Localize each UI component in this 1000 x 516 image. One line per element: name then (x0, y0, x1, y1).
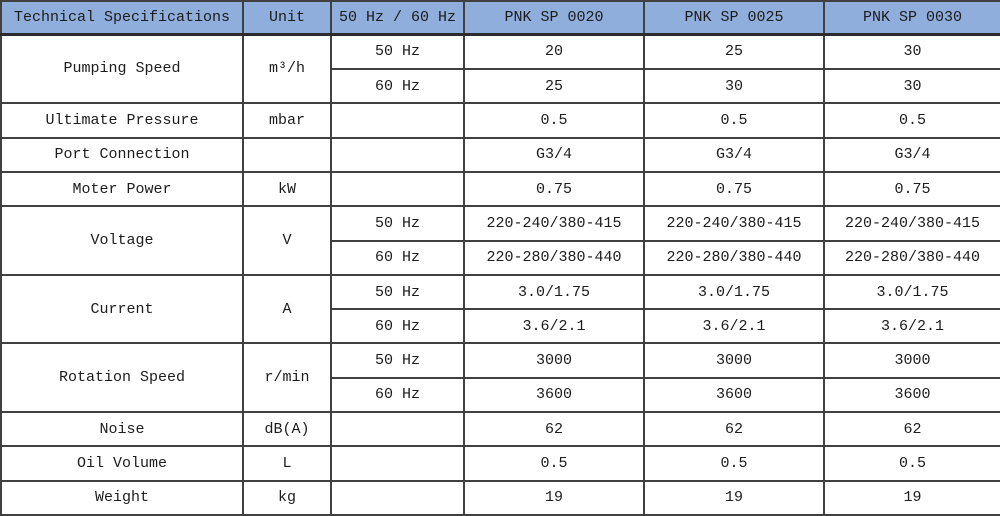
freq-cell: 60 Hz (330, 308, 465, 345)
table-row-moter-power: Moter Power kW 0.75 0.75 0.75 (0, 171, 1000, 208)
unit-cell: kg (242, 479, 332, 516)
value-cell: 3.6/2.1 (643, 308, 825, 345)
value-cell: 19 (643, 479, 825, 516)
value-cell: 0.75 (463, 171, 645, 208)
value-cell: 0.75 (823, 171, 1000, 208)
spec-name-cell: Voltage (0, 205, 244, 276)
table-row-pumping-speed-50hz: Pumping Speed m³/h 50 Hz 20 25 30 (0, 32, 1000, 105)
freq-cell (330, 171, 465, 208)
value-cell: 30 (823, 32, 1000, 71)
unit-cell: mbar (242, 102, 332, 139)
value-cell: 19 (463, 479, 645, 516)
value-cell: 62 (643, 410, 825, 448)
value-cell: 0.5 (463, 102, 645, 139)
table-row-noise: Noise dB(A) 62 62 62 (0, 410, 1000, 448)
value-cell: 0.5 (643, 445, 825, 482)
header-model-0020: PNK SP 0020 (463, 0, 645, 36)
freq-cell (330, 445, 465, 482)
header-row: Technical Specifications Unit 50 Hz / 60… (0, 0, 1000, 36)
spec-name-cell: Rotation Speed (0, 342, 244, 413)
value-cell: 220-280/380-440 (643, 239, 825, 276)
unit-cell: A (242, 273, 332, 345)
value-cell: 220-240/380-415 (463, 205, 645, 242)
value-cell: 3.0/1.75 (643, 273, 825, 311)
table-row-current-60hz: 60 Hz 3.6/2.1 3.6/2.1 3.6/2.1 (1, 308, 1000, 345)
unit-cell: r/min (242, 342, 332, 413)
value-cell: 0.75 (643, 171, 825, 208)
value-cell: 30 (643, 68, 825, 105)
value-cell: 3.6/2.1 (823, 308, 1000, 345)
freq-cell: 60 Hz (330, 239, 465, 276)
table-row-rotation-speed-60hz: 60 Hz 3600 3600 3600 (1, 376, 1000, 414)
unit-cell: kW (242, 171, 332, 208)
unit-cell: L (242, 445, 332, 482)
spec-name-cell: Weight (0, 479, 244, 516)
freq-cell (330, 102, 465, 139)
freq-cell: 50 Hz (330, 273, 465, 311)
freq-cell (330, 410, 465, 448)
spec-name-cell: Current (0, 273, 244, 345)
value-cell: 220-280/380-440 (463, 239, 645, 276)
freq-cell: 50 Hz (330, 32, 465, 71)
table-row-voltage-50hz: Voltage V 50 Hz 220-240/380-415 220-240/… (0, 205, 1000, 276)
unit-cell: V (242, 205, 332, 276)
value-cell: 0.5 (823, 445, 1000, 482)
value-cell: 3.0/1.75 (823, 273, 1000, 311)
unit-cell: m³/h (242, 32, 332, 105)
value-cell: 62 (463, 410, 645, 448)
header-model-0025: PNK SP 0025 (643, 0, 825, 36)
spec-name-cell: Noise (0, 410, 244, 448)
header-freq-label: 50 Hz / 60 Hz (330, 0, 465, 36)
value-cell: 30 (823, 68, 1000, 105)
value-cell: 3000 (823, 342, 1000, 379)
freq-cell: 60 Hz (330, 376, 465, 414)
table-row-ultimate-pressure: Ultimate Pressure mbar 0.5 0.5 0.5 (0, 102, 1000, 139)
value-cell: 3600 (643, 376, 825, 414)
value-cell: 3600 (823, 376, 1000, 414)
value-cell: 220-240/380-415 (823, 205, 1000, 242)
table-row-rotation-speed-50hz: Rotation Speed r/min 50 Hz 3000 3000 300… (0, 342, 1000, 413)
spec-name-cell: Ultimate Pressure (0, 102, 244, 139)
value-cell: 62 (823, 410, 1000, 448)
value-cell: 220-280/380-440 (823, 239, 1000, 276)
header-spec-label: Technical Specifications (0, 0, 244, 36)
spec-name-cell: Port Connection (0, 136, 244, 174)
unit-cell (242, 136, 332, 174)
table-row-current-50hz: Current A 50 Hz 3.0/1.75 3.0/1.75 3.0/1.… (0, 273, 1000, 345)
freq-cell (330, 136, 465, 174)
table-row-pumping-speed-60hz: 60 Hz 25 30 30 (1, 68, 1000, 105)
spec-name-cell: Pumping Speed (0, 32, 244, 105)
value-cell: G3/4 (463, 136, 645, 174)
value-cell: 220-240/380-415 (643, 205, 825, 242)
freq-cell: 50 Hz (330, 342, 465, 379)
table-row-port-connection: Port Connection G3/4 G3/4 G3/4 (0, 136, 1000, 174)
value-cell: 0.5 (643, 102, 825, 139)
table-row-weight: Weight kg 19 19 19 (0, 479, 1000, 516)
table-row-oil-volume: Oil Volume L 0.5 0.5 0.5 (0, 445, 1000, 482)
spec-name-cell: Moter Power (0, 171, 244, 208)
value-cell: 3600 (463, 376, 645, 414)
value-cell: 19 (823, 479, 1000, 516)
value-cell: G3/4 (823, 136, 1000, 174)
value-cell: G3/4 (643, 136, 825, 174)
table-row-voltage-60hz: 60 Hz 220-280/380-440 220-280/380-440 22… (1, 239, 1000, 276)
header-model-0030: PNK SP 0030 (823, 0, 1000, 36)
value-cell: 0.5 (463, 445, 645, 482)
value-cell: 3.0/1.75 (463, 273, 645, 311)
value-cell: 25 (463, 68, 645, 105)
value-cell: 20 (463, 32, 645, 71)
freq-cell (330, 479, 465, 516)
header-unit-label: Unit (242, 0, 332, 36)
value-cell: 3000 (463, 342, 645, 379)
freq-cell: 60 Hz (330, 68, 465, 105)
freq-cell: 50 Hz (330, 205, 465, 242)
value-cell: 3.6/2.1 (463, 308, 645, 345)
value-cell: 3000 (643, 342, 825, 379)
value-cell: 25 (643, 32, 825, 71)
spec-name-cell: Oil Volume (0, 445, 244, 482)
value-cell: 0.5 (823, 102, 1000, 139)
unit-cell: dB(A) (242, 410, 332, 448)
